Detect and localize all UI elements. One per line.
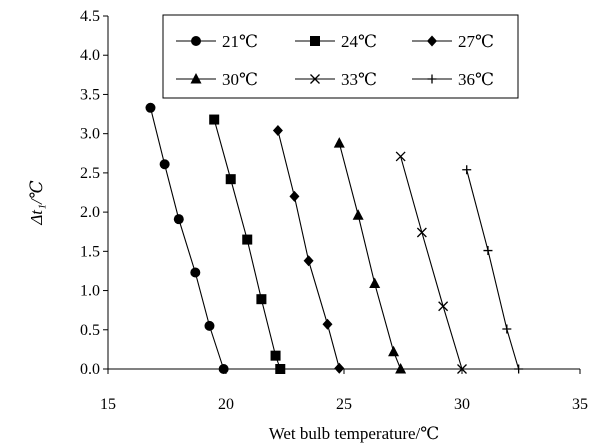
data-point	[173, 214, 184, 225]
data-point	[502, 324, 512, 334]
series-3	[333, 137, 407, 374]
data-point	[204, 320, 215, 331]
data-point	[256, 294, 267, 305]
y-tick-label: 0.0	[80, 361, 100, 378]
data-point	[190, 267, 201, 278]
data-point	[462, 165, 472, 175]
legend-label: 30℃	[222, 70, 258, 89]
legend-entry: 30℃	[176, 70, 258, 89]
legend-entry: 33℃	[295, 70, 377, 89]
series-1	[209, 114, 286, 374]
data-point	[272, 125, 283, 137]
data-point	[438, 301, 449, 312]
data-point	[514, 364, 524, 374]
legend-marker	[427, 35, 437, 47]
series-line	[277, 130, 340, 369]
series-line	[149, 107, 225, 370]
data-point	[275, 364, 286, 374]
y-tick-label: 4.0	[80, 47, 100, 64]
data-point	[416, 227, 427, 238]
x-tick-label: 20	[218, 396, 234, 413]
legend-marker	[191, 36, 201, 46]
y-tick-label: 4.5	[80, 8, 100, 25]
legend-marker	[190, 73, 202, 84]
series-4	[395, 151, 467, 374]
legend: 21℃ 24℃ 27℃ 30℃ 33℃ 36℃	[162, 14, 519, 99]
axes: 0.0 0.5 1.0 1.5 2.0 2.5 3.0 3.5 4.0 4.5 15 20 25 30 35	[80, 8, 588, 413]
data-point	[483, 246, 493, 256]
data-point	[457, 364, 467, 374]
data-point	[369, 277, 381, 288]
legend-label: 27℃	[458, 32, 494, 51]
series-line	[466, 169, 520, 370]
series-line	[400, 156, 463, 370]
legend-label: 33℃	[341, 70, 377, 89]
series-0	[145, 102, 229, 374]
legend-label: 24℃	[341, 32, 377, 51]
data-point	[159, 159, 170, 170]
y-tick-label: 2.5	[80, 165, 100, 182]
legend-box	[162, 14, 519, 99]
data-point	[303, 255, 314, 267]
series-2	[272, 125, 345, 374]
data-point	[333, 137, 345, 148]
y-tick-label: 2.0	[80, 204, 100, 221]
data-point	[322, 318, 333, 330]
x-tick-label: 30	[454, 396, 470, 413]
series-line	[338, 142, 402, 370]
legend-entry: 27℃	[412, 32, 494, 51]
y-tick-label: 1.0	[80, 283, 100, 300]
data-point	[145, 102, 156, 113]
series-layer	[145, 102, 524, 374]
data-point	[395, 151, 406, 162]
data-point	[209, 114, 220, 125]
y-tick-label: 1.5	[80, 243, 100, 260]
data-point	[218, 364, 229, 374]
legend-label: 21℃	[222, 32, 258, 51]
y-tick-label: 3.5	[80, 86, 100, 103]
data-point	[334, 362, 345, 374]
legend-marker	[427, 74, 437, 84]
legend-label: 36℃	[458, 70, 494, 89]
legend-marker	[310, 74, 320, 84]
data-point	[289, 190, 300, 202]
data-point	[395, 363, 407, 374]
x-tick-label: 15	[100, 396, 116, 413]
y-axis-title: Δt₁/℃	[27, 180, 46, 225]
x-tick-label: 35	[572, 396, 588, 413]
x-tick-label: 25	[336, 396, 352, 413]
legend-entry: 36℃	[412, 70, 494, 89]
legend-entry: 21℃	[176, 32, 258, 51]
data-point	[225, 174, 236, 185]
legend-marker	[310, 36, 320, 46]
data-point	[242, 234, 253, 245]
data-point	[352, 209, 364, 220]
y-tick-label: 0.5	[80, 322, 100, 339]
legend-entry: 24℃	[295, 32, 377, 51]
y-tick-label: 3.0	[80, 126, 100, 143]
x-axis-title: Wet bulb temperature/℃	[269, 424, 440, 443]
series-5	[462, 165, 524, 374]
data-point	[388, 345, 400, 357]
data-point	[270, 350, 281, 361]
